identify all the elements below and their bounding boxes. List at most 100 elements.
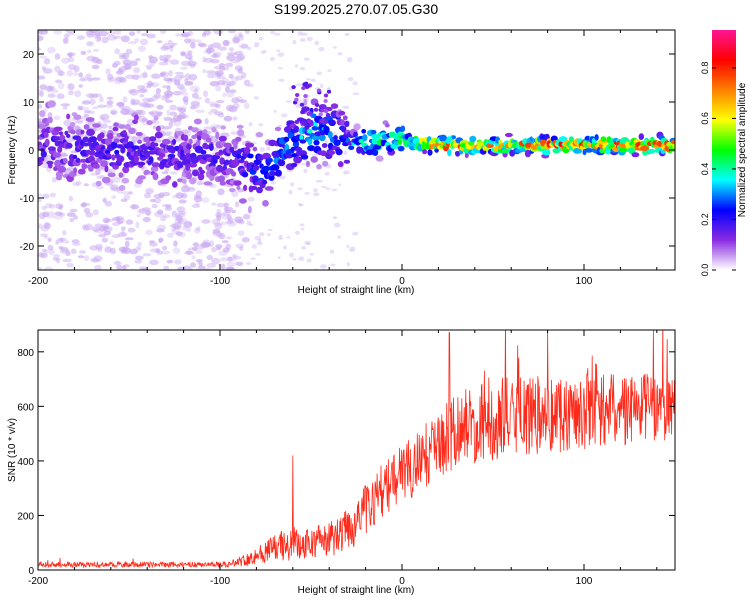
spectrogram-cell	[215, 85, 222, 92]
spectrogram-cell	[39, 84, 48, 90]
colorbar-tick-label: 0.0	[700, 264, 710, 277]
spectrogram-cell	[299, 66, 306, 71]
spectrogram-cell	[91, 77, 101, 81]
spectrogram-cell	[135, 58, 141, 62]
spectrogram-cell	[113, 60, 121, 66]
spectrogram-cell	[52, 152, 62, 158]
spectrogram-cell	[213, 147, 218, 152]
spectrogram-cell	[149, 56, 158, 64]
spectrogram-cell	[123, 264, 130, 268]
spectrogram-cell	[44, 222, 50, 226]
spectrogram-cell	[72, 182, 80, 187]
spectrogram-cell	[170, 118, 178, 123]
spectrogram-cell	[216, 72, 222, 78]
spectrogram-cell	[243, 184, 248, 191]
spectrogram-cell	[109, 184, 115, 191]
spectrogram-cell	[104, 165, 109, 173]
snr-ytick-label: 0	[28, 566, 34, 577]
spectrogram-cell	[38, 156, 45, 162]
spectrogram-cell	[95, 180, 102, 187]
spectrogram-cell	[166, 85, 171, 92]
spectrogram-cell	[191, 246, 198, 252]
spectrogram-cell	[78, 84, 83, 88]
spectrogram-cell	[114, 48, 120, 55]
spectrogram-cell	[164, 93, 170, 101]
spectrogram-cell	[191, 203, 201, 209]
spectrogram-cell	[318, 112, 323, 117]
spectrogram-cell	[312, 153, 319, 156]
spectrogram-cell	[92, 123, 101, 128]
spectrogram-cell	[148, 111, 155, 115]
spectrogram-cell	[320, 108, 325, 113]
spectrogram-cell	[327, 119, 336, 125]
spectrogram-cell	[91, 226, 100, 233]
spectrogram-cell	[261, 152, 271, 160]
spectrogram-cell	[47, 93, 56, 98]
spectrogram-cell	[352, 81, 358, 86]
spectrogram-cell	[177, 162, 184, 169]
spectrogram-cell	[40, 233, 48, 237]
spectrogram-cell	[38, 104, 43, 109]
spectrogram-cell	[193, 196, 203, 203]
spectrogram-cell	[80, 106, 90, 111]
spectrogram-cell	[194, 227, 201, 234]
spectrogram-cell	[156, 250, 163, 255]
spectrogram-cell	[53, 30, 63, 35]
spectrogram-cell	[427, 149, 433, 156]
spectrogram-cell	[300, 227, 305, 231]
spectrogram-cell	[55, 79, 63, 84]
spectrogram-cell	[328, 150, 336, 156]
snr-plot-area	[38, 330, 675, 570]
spectrogram-cell	[262, 165, 271, 172]
spectrogram-cell	[43, 223, 51, 229]
spectrogram-cell	[237, 159, 245, 164]
spectrogram-cell	[231, 159, 240, 167]
spectrogram-cell	[169, 45, 174, 49]
spectrogram-cell	[80, 76, 88, 82]
spectrogram-cell	[320, 185, 328, 189]
spectrogram-xtick-label: 0	[399, 276, 405, 287]
spectrogram-cell	[223, 206, 229, 212]
spectrogram-cell	[115, 76, 125, 82]
spectrogram-cell	[346, 57, 353, 63]
spectrogram-cell	[304, 240, 311, 245]
spectrogram-cell	[59, 134, 66, 141]
spectrogram-cell	[209, 240, 215, 248]
spectrogram-cell	[375, 155, 384, 162]
spectrogram-cell	[219, 257, 228, 262]
spectrogram-cell	[542, 148, 551, 156]
spectrogram-cell	[451, 135, 456, 140]
spectrogram-cell	[196, 39, 201, 43]
spectrogram-cell	[306, 111, 311, 116]
spectrogram-cell	[134, 259, 143, 264]
spectrogram-cell	[198, 43, 207, 48]
spectrogram-cell	[371, 134, 381, 140]
spectrogram-cell	[207, 111, 213, 115]
spectrogram-cell	[234, 55, 244, 62]
spectrogram-cell	[347, 77, 354, 82]
spectrogram-cell	[136, 135, 141, 141]
spectrogram-cell	[118, 52, 126, 57]
spectrogram-cell	[43, 68, 53, 74]
spectrogram-cell	[194, 195, 202, 199]
snr-xtick-label: -200	[28, 576, 48, 587]
spectrogram-cell	[111, 154, 116, 161]
spectrogram-cell	[222, 39, 230, 47]
spectrogram-cell	[62, 106, 68, 110]
spectrogram-cell	[151, 162, 161, 168]
spectrogram-cell	[162, 54, 172, 59]
spectrogram-cell	[100, 123, 108, 129]
spectrogram-cell	[323, 93, 329, 98]
spectrogram-ylabel: Frequency (Hz)	[7, 116, 18, 185]
spectrogram-cell	[101, 176, 111, 184]
spectrogram-cell	[310, 113, 317, 118]
spectrogram-cell	[189, 63, 196, 68]
spectrogram-cell	[320, 150, 327, 157]
spectrogram-cell	[205, 137, 212, 143]
spectrogram-cell	[323, 125, 330, 133]
spectrogram-cell	[71, 239, 80, 244]
spectrogram-cell	[146, 33, 156, 39]
spectrogram-cell	[175, 212, 186, 218]
spectrogram-cell	[337, 52, 343, 56]
spectrogram-cell	[203, 181, 213, 186]
